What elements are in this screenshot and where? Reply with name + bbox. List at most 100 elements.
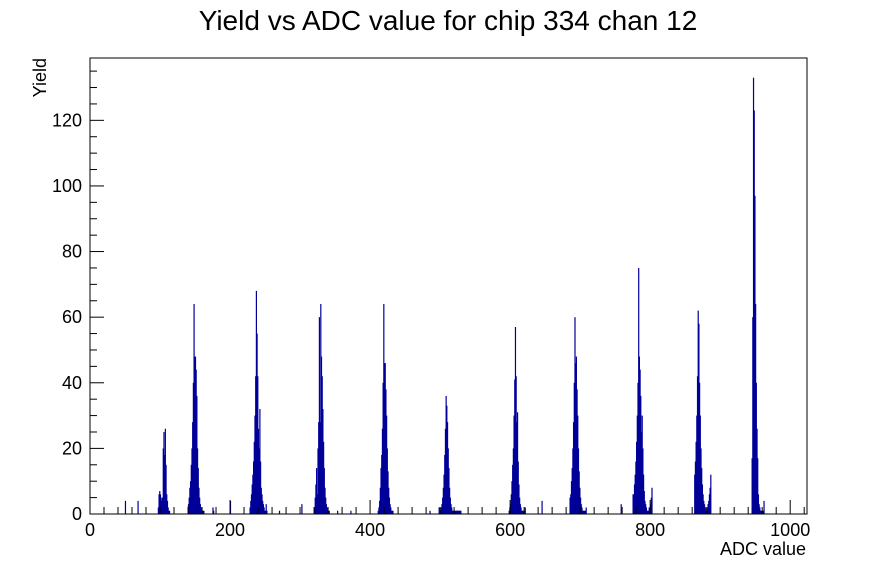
histogram-bar [166,500,169,514]
histogram-bar [512,448,514,514]
histogram-bar [694,474,696,514]
histogram-bar [264,510,267,514]
histogram-bar [322,409,324,514]
histogram-bar [448,468,450,514]
histogram-bar [250,500,252,514]
histogram-bar [511,481,513,514]
axis-ticks: 0 200 400 600 800 1000 0 20 40 60 80 100 120 [52,70,810,540]
histogram-bar [640,431,643,514]
histogram-bar [379,487,381,514]
histogram-bar [572,422,575,514]
histogram-bar [446,405,448,514]
histogram-bar [572,448,574,514]
histogram-bar [584,510,586,514]
histogram-bar [196,448,199,514]
histogram-bar [697,310,699,514]
histogram-bar [252,474,254,514]
histogram-bar [759,510,762,514]
histogram-bar [569,497,571,514]
histogram-bar [638,267,640,514]
histogram-bar [521,510,524,514]
histogram-bar [700,448,702,514]
histogram-bar [445,395,447,514]
histogram-bar [449,497,451,514]
histogram-bar [261,494,263,514]
histogram-bar [383,304,385,514]
histogram-bar [508,510,510,514]
histogram-bar [392,510,394,514]
x-tick-label: 200 [215,520,245,540]
histogram-bar [707,504,709,514]
y-tick-label: 100 [52,176,82,196]
histogram-bar [516,422,518,514]
histogram-bar [580,504,582,514]
histogram-bar [193,304,195,514]
histogram-bar [266,510,268,514]
histogram-bar [447,448,449,514]
histogram-bar [757,458,759,514]
histogram-bar [380,468,382,514]
histogram-bar [636,441,638,514]
histogram-bar [168,510,170,514]
histogram-bar [704,507,706,514]
histogram-bar [641,415,643,514]
histogram-bar [389,504,391,514]
histogram-bar [203,510,205,514]
histogram-bar [164,454,166,514]
histogram-bar [323,468,325,514]
plot-frame [89,57,808,515]
histogram-bar [165,464,167,514]
histogram-bar [519,497,521,514]
histogram-bar [438,507,440,514]
histogram-bar [442,497,444,514]
histogram-bar [162,448,164,514]
histogram-bar [440,507,442,514]
histogram-bar [759,507,761,514]
histogram-bar [255,376,257,514]
histogram-bar [520,507,522,514]
histogram-bar [190,464,192,514]
histogram-bar [249,507,251,514]
y-tick-label: 20 [62,438,82,458]
histogram-bar [701,468,703,514]
histogram-bar [460,510,462,514]
histogram-bar [384,363,386,514]
histogram-bar [634,474,636,514]
histogram-bar [161,500,163,514]
histogram-bar [197,468,199,514]
histogram-bar [512,464,514,514]
histogram-bar [196,395,198,514]
histogram-bar [378,507,380,514]
histogram-bar [444,428,447,514]
histogram-bar [262,500,264,514]
histogram-bar [257,428,260,514]
histogram-bar [582,510,584,514]
histogram-bar [192,422,194,514]
histogram-bar [620,504,622,514]
histogram-bar [710,474,712,514]
histogram-bar [265,504,267,514]
histogram-bar [195,369,197,514]
histogram-bar [326,507,328,514]
histogram-bar [163,431,165,514]
histogram-bar [451,507,453,514]
histogram-bar [639,369,641,514]
histogram-bar [386,448,388,514]
histogram-bar [696,376,699,514]
histogram-bar [314,497,316,514]
histogram-bar [382,382,384,514]
histogram-bar [644,500,646,514]
histogram-bar [702,494,704,514]
histogram-bar [577,415,579,514]
histogram-bar [635,461,637,514]
histogram-bar [585,507,587,514]
histogram-bar [253,461,255,514]
histogram-bar [632,494,634,514]
histogram-bar [253,441,255,514]
histogram-bar [695,441,697,514]
histogram-bar [760,510,762,514]
histogram-bar [377,510,379,514]
histogram-bar [316,468,318,514]
histogram-bar [648,507,650,514]
histogram-bar [575,356,577,514]
